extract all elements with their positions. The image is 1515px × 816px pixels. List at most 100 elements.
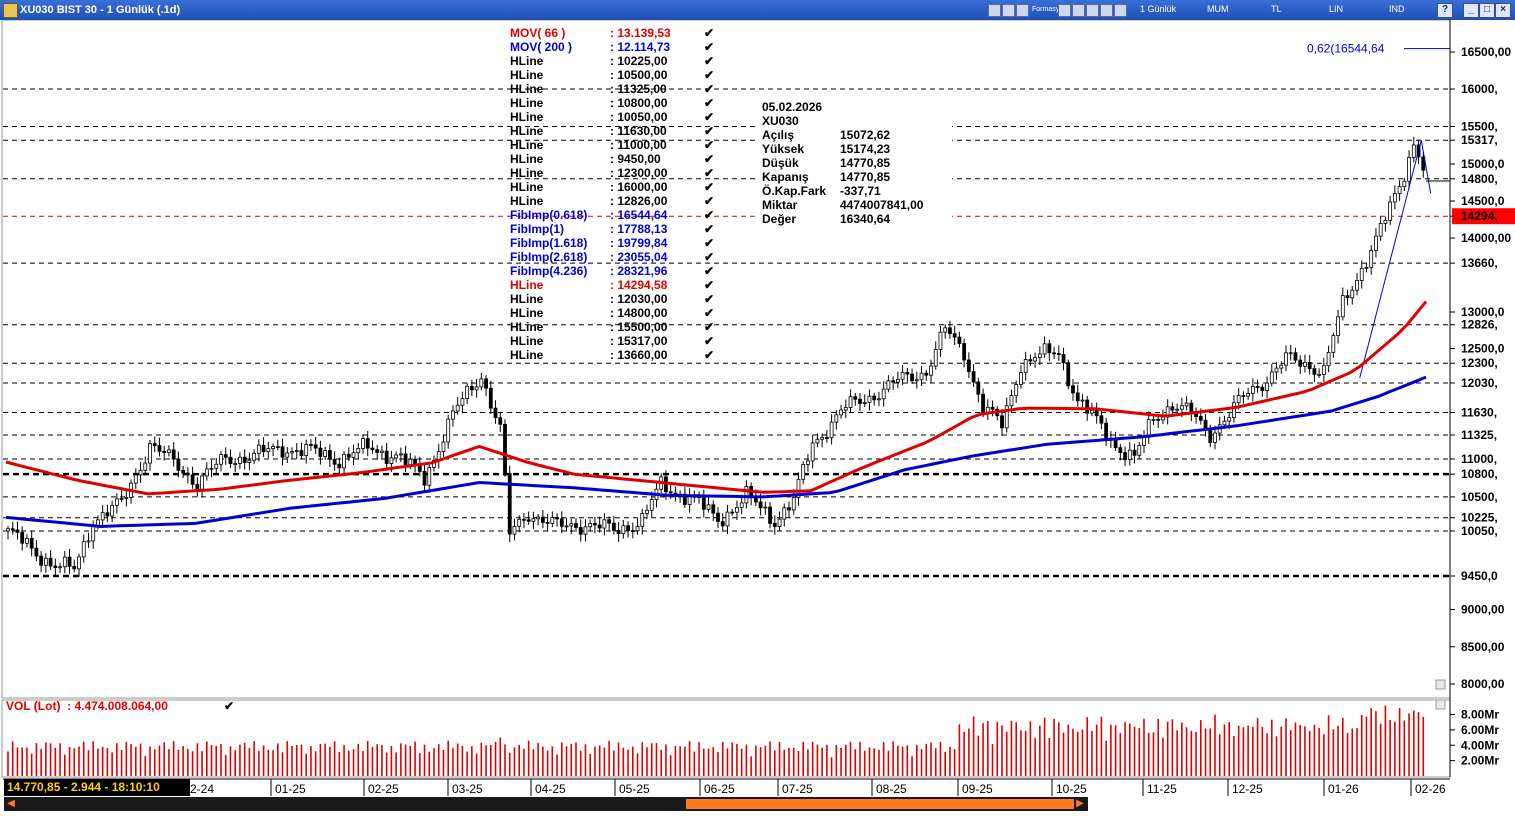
check-icon[interactable]: ✔ [704, 264, 715, 278]
chart-type-button[interactable]: MUM [1207, 4, 1229, 14]
legend-item-value: : 13.139,53 [610, 26, 671, 40]
check-icon[interactable]: ✔ [704, 250, 715, 264]
candle-body [1137, 445, 1142, 456]
legend-item-name: HLine [510, 110, 544, 124]
legend-item-value: : 10500,00 [610, 68, 668, 82]
help-icon[interactable]: ? [1437, 3, 1453, 18]
candle-body [574, 523, 578, 528]
scroll-left-icon[interactable]: ◀ [7, 798, 15, 809]
check-icon[interactable]: ✔ [704, 82, 715, 96]
check-icon[interactable]: ✔ [704, 194, 715, 208]
candle-body [886, 380, 891, 390]
close-button[interactable]: × [1495, 3, 1511, 18]
candle-body [394, 454, 399, 459]
check-icon[interactable]: ✔ [704, 26, 715, 40]
refresh-icon[interactable] [988, 4, 1001, 17]
check-icon[interactable]: ✔ [704, 110, 715, 124]
check-icon[interactable]: ✔ [704, 208, 715, 222]
candle-body [167, 449, 171, 453]
candle-body [195, 483, 200, 490]
check-icon[interactable]: ✔ [704, 278, 715, 292]
grid-icon[interactable] [1072, 4, 1085, 17]
candle-body [962, 343, 967, 361]
zoom-icon[interactable] [1058, 4, 1071, 17]
candle-body [389, 457, 394, 464]
candle-body [971, 371, 976, 383]
check-icon[interactable]: ✔ [224, 699, 235, 713]
candle-body [275, 446, 280, 449]
indicator-button[interactable]: IND [1389, 4, 1405, 14]
scale-button[interactable]: LIN [1329, 4, 1344, 14]
check-icon[interactable]: ✔ [704, 68, 715, 82]
candle-body [271, 446, 275, 449]
candle-body [119, 498, 124, 500]
ruler-icon[interactable] [1086, 4, 1099, 17]
candle-body [602, 519, 607, 529]
candle-body [162, 450, 167, 453]
candle-body [238, 456, 242, 464]
check-icon[interactable]: ✔ [704, 348, 715, 362]
draw-icon[interactable] [1002, 4, 1015, 17]
check-icon[interactable]: ✔ [704, 166, 715, 180]
price-tick: 14000,00 [1461, 231, 1511, 245]
candle-body [398, 453, 403, 456]
check-icon[interactable]: ✔ [704, 96, 715, 110]
formasyon-button[interactable]: Formasyon [1032, 6, 1068, 13]
check-icon[interactable]: ✔ [704, 292, 715, 306]
check-icon[interactable]: ✔ [704, 320, 715, 334]
price-tick: 14500,0 [1461, 194, 1505, 208]
check-icon[interactable]: ✔ [704, 152, 715, 166]
legend-item-value: : 12826,00 [610, 194, 668, 208]
candle-body [1014, 384, 1019, 397]
candle-body [114, 498, 119, 506]
maximize-button[interactable]: □ [1479, 3, 1495, 18]
title-bar: XU030 BIST 30 - 1 Günlük (.1d) Formasyon… [0, 0, 1515, 20]
price-tick: 10500, [1461, 490, 1498, 504]
print-icon[interactable] [1114, 4, 1127, 17]
legend-item-name: HLine [510, 54, 544, 68]
candle-body [701, 497, 706, 510]
candle-body [763, 506, 768, 509]
fib-trendline [1359, 140, 1422, 379]
ohlc-info-panel: 05.02.2026 XU030 Açılış 15072,62 Yüksek 151… [762, 100, 923, 226]
price-tick: 15000,0 [1461, 157, 1505, 171]
candle-body [1350, 289, 1355, 299]
x-tick-label: 01-25 [275, 782, 306, 796]
check-icon[interactable]: ✔ [704, 236, 715, 250]
volume-label-value: : 4.474.008.064,00 [67, 699, 168, 713]
horizontal-scrollbar[interactable]: ◀ ▶ [4, 797, 1088, 811]
candle-body [380, 450, 384, 453]
period-button[interactable]: 1 Günlük [1140, 4, 1177, 14]
candle-body [526, 519, 531, 522]
candle-body [1293, 352, 1298, 361]
candle-body [640, 513, 645, 527]
candle-body [744, 486, 749, 504]
check-icon[interactable]: ✔ [704, 138, 715, 152]
panel-button [1435, 679, 1446, 690]
currency-button[interactable]: TL [1271, 4, 1282, 14]
candle-body [181, 470, 186, 474]
check-icon[interactable]: ✔ [704, 124, 715, 138]
check-icon[interactable]: ✔ [704, 306, 715, 320]
candle-body [361, 438, 365, 449]
info-row: Ö.Kap.Fark -337,71 [762, 184, 923, 198]
folder-icon[interactable] [1016, 4, 1029, 17]
check-icon[interactable]: ✔ [704, 40, 715, 54]
candle-body [630, 530, 635, 533]
candle-body [910, 373, 914, 382]
check-icon[interactable]: ✔ [704, 54, 715, 68]
info-panel-bg [758, 96, 952, 226]
scroll-right-icon[interactable]: ▶ [1076, 798, 1084, 809]
candle-body [110, 504, 115, 517]
candle-body [100, 512, 105, 521]
candle-body [626, 525, 630, 532]
settings-icon[interactable] [1100, 4, 1113, 17]
price-chart[interactable]: 0,62(16544,64 16500,00 16000, 15500,15317, 1… [0, 20, 1515, 816]
minimize-button[interactable]: _ [1463, 3, 1479, 18]
candle-body [81, 541, 86, 558]
check-icon[interactable]: ✔ [704, 180, 715, 194]
scroll-thumb[interactable] [686, 799, 1074, 809]
check-icon[interactable]: ✔ [704, 222, 715, 236]
candle-body [256, 444, 261, 454]
check-icon[interactable]: ✔ [704, 334, 715, 348]
